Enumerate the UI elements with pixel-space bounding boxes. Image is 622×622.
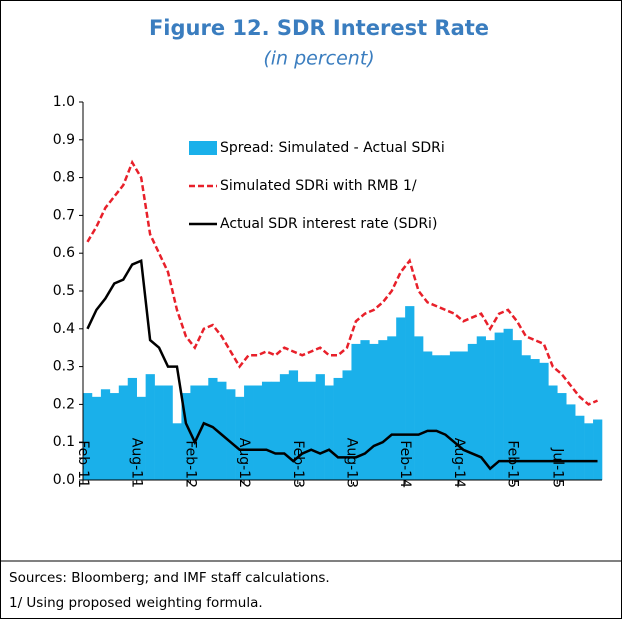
bar [118, 385, 129, 480]
x-tick-label: Aug-14 [451, 438, 467, 488]
y-tick-label: 0.0 [53, 472, 75, 488]
legend-label: Simulated SDRi with RMB 1/ [220, 178, 417, 194]
bar [100, 389, 111, 480]
bar [423, 351, 433, 480]
bar [449, 351, 460, 480]
legend-swatch [189, 141, 217, 155]
y-tick-label: 0.2 [53, 396, 75, 412]
bar [199, 385, 209, 480]
bar [324, 385, 334, 480]
y-tick-label: 1.0 [53, 94, 75, 110]
bar [512, 340, 522, 480]
bar [396, 317, 406, 480]
legend-label: Actual SDR interest rate (SDRi) [220, 216, 437, 232]
bar [467, 343, 478, 480]
bar [575, 415, 585, 480]
bar [279, 374, 290, 480]
bar [405, 306, 415, 480]
y-tick-label: 0.4 [53, 321, 75, 337]
x-tick-label: Feb-14 [397, 440, 413, 488]
bar [557, 393, 567, 480]
x-tick-label: Aug-12 [236, 438, 252, 488]
bar [83, 393, 93, 480]
x-tick-label: Feb-11 [75, 440, 91, 488]
y-tick-label: 0.7 [53, 207, 75, 223]
bar [476, 336, 486, 480]
bar [163, 385, 173, 480]
bar [333, 377, 343, 480]
bar [548, 385, 558, 480]
y-tick-label: 0.6 [53, 245, 75, 261]
bar [431, 355, 442, 480]
bar [521, 355, 531, 480]
y-tick-label: 0.5 [53, 283, 75, 299]
chart-title: Figure 12. SDR Interest Rate [149, 16, 489, 40]
legend-label: Spread: Simulated - Actual SDRi [220, 140, 445, 156]
bar [261, 381, 272, 480]
bar [226, 389, 236, 480]
bar [297, 381, 308, 480]
bar [288, 370, 299, 480]
bar [440, 355, 451, 480]
bar [566, 404, 576, 480]
bar [494, 332, 504, 480]
x-tick-label: Feb-12 [182, 440, 198, 488]
bar [378, 340, 388, 480]
bar [369, 343, 379, 480]
bar [342, 370, 352, 480]
bar [145, 374, 155, 480]
y-tick-label: 0.8 [53, 170, 75, 186]
series-line [86, 258, 598, 471]
bar [172, 423, 182, 480]
bar [485, 340, 495, 480]
bar [387, 336, 397, 480]
series-line [86, 159, 599, 406]
x-tick-label: Aug-11 [129, 438, 145, 488]
bar [306, 381, 316, 480]
bar [217, 381, 227, 480]
bar [351, 343, 361, 480]
y-tick-label: 0.1 [53, 434, 75, 450]
bar [414, 336, 424, 480]
bar [109, 393, 120, 480]
bar [270, 381, 281, 480]
bar [91, 396, 102, 480]
bar [584, 423, 594, 480]
bar [208, 377, 218, 480]
bar [315, 374, 325, 480]
bar [360, 340, 370, 480]
x-tick-label: Aug-13 [343, 438, 359, 488]
bar [593, 419, 603, 480]
bar [181, 393, 191, 480]
x-tick-label: Feb-13 [290, 440, 306, 488]
y-tick-label: 0.3 [53, 359, 75, 375]
y-tick-label: 0.9 [53, 132, 75, 148]
bar [154, 385, 164, 480]
bar [503, 328, 513, 480]
bar [253, 385, 263, 480]
bar [136, 396, 146, 480]
footnote: 1/ Using proposed weighting formula. [9, 595, 263, 611]
bar [458, 351, 469, 480]
bar [127, 377, 137, 480]
source-note: Sources: Bloomberg; and IMF staff calcul… [9, 570, 330, 586]
chart-subtitle: (in percent) [263, 48, 374, 70]
bar [539, 362, 549, 480]
x-tick-label: Jul-15 [549, 447, 565, 488]
bar [190, 385, 200, 480]
bar [530, 359, 540, 480]
x-tick-label: Feb-15 [505, 440, 521, 488]
bar [244, 385, 254, 480]
bar [235, 396, 245, 480]
